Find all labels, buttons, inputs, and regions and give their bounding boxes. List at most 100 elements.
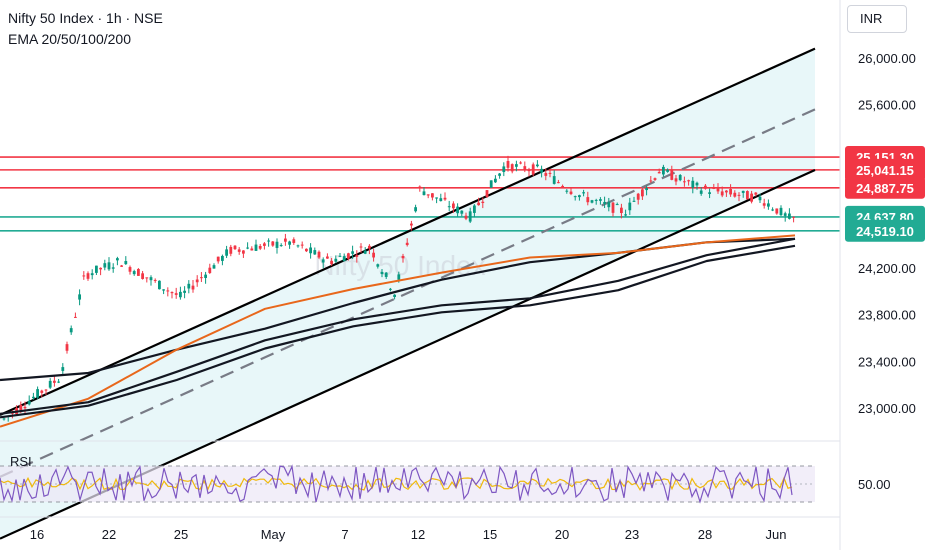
candle-body [498, 173, 501, 176]
candle-body [342, 256, 346, 262]
chart-title: Nifty 50 Index · 1h · NSE [8, 10, 163, 26]
candle-body [485, 190, 489, 197]
candle-body [82, 275, 86, 277]
candle-body [515, 164, 518, 167]
candle-body [645, 188, 648, 191]
candle-body [653, 178, 657, 180]
candle-body [405, 242, 409, 246]
candle-body [40, 390, 44, 393]
candle-body [447, 206, 451, 208]
x-tick-label: May [261, 527, 286, 542]
candle-body [481, 201, 485, 204]
candle-body [754, 192, 758, 195]
candle-body [649, 180, 653, 182]
candle-body [687, 180, 690, 182]
channel-middle-line [0, 108, 816, 478]
candle-body [48, 380, 52, 388]
candle-body [204, 274, 207, 278]
candle-body [788, 213, 791, 219]
candle-body [53, 380, 56, 383]
candle-body [506, 161, 510, 168]
candle-body [620, 207, 623, 214]
candle-body [90, 273, 94, 276]
candle-body [376, 264, 380, 267]
candle-body [426, 194, 430, 196]
candle-body [221, 255, 224, 261]
price-label-2: 25,041.15 [856, 163, 914, 178]
candle-body [632, 200, 636, 202]
candle-body [628, 202, 632, 211]
candle-body [355, 255, 359, 257]
candle-body [557, 182, 560, 184]
candle-body [590, 200, 594, 203]
candle-body [746, 191, 749, 200]
candle-body [149, 277, 153, 281]
candle-body [246, 247, 249, 249]
candle-body [544, 173, 548, 176]
candle-body [195, 279, 199, 283]
candle-body [145, 277, 149, 279]
candle-body [313, 250, 317, 255]
x-tick-label: 15 [483, 527, 497, 542]
candle-body [494, 178, 497, 183]
candle-body [27, 401, 31, 405]
candle-body [36, 389, 39, 398]
candle-body [212, 265, 216, 269]
x-tick-label: 23 [625, 527, 639, 542]
candle-body [86, 273, 90, 279]
candle-body [431, 193, 434, 198]
candle-body [641, 189, 644, 197]
candle-body [758, 196, 762, 201]
candle-body [678, 175, 682, 181]
candle-body [384, 272, 388, 277]
candle-body [582, 192, 585, 194]
candle-body [418, 186, 422, 188]
candle-body [704, 185, 707, 189]
y-tick-label: 23,800.00 [858, 308, 916, 323]
candle-body [783, 213, 787, 216]
candle-body [216, 256, 220, 262]
candle-body [111, 267, 115, 269]
candle-body [263, 243, 266, 246]
price-label-box-5 [845, 219, 925, 242]
candle-body [502, 166, 506, 173]
candle-body [267, 240, 270, 242]
candle-body [607, 202, 611, 208]
candle-body [334, 258, 338, 262]
candle-body [103, 263, 107, 268]
candle-body [435, 197, 438, 199]
x-tick-label: 12 [411, 527, 425, 542]
price-label-box-2 [845, 158, 925, 181]
rsi-ma-line [0, 476, 793, 491]
candle-body [578, 195, 581, 198]
candle-body [258, 246, 262, 249]
currency-button[interactable]: INR [847, 5, 907, 33]
candle-body [57, 381, 60, 383]
candle-body [120, 265, 123, 267]
candle-body [271, 241, 275, 246]
candle-body [531, 164, 535, 175]
candle-body [99, 267, 102, 270]
candle-body [351, 251, 354, 254]
candle-body [208, 267, 212, 273]
candle-body [296, 245, 300, 247]
candle-body [527, 169, 531, 172]
candle-body [775, 208, 779, 214]
x-tick-label: 25 [174, 527, 188, 542]
candle-body [242, 250, 245, 254]
candle-body [683, 181, 686, 183]
candle-body [330, 260, 333, 265]
candle-body [309, 247, 312, 254]
candle-body [162, 289, 165, 291]
candle-body [410, 223, 413, 226]
candle-body [187, 283, 191, 289]
channel-upper-line [0, 47, 816, 417]
candle-body [74, 316, 77, 318]
candle-body [191, 285, 195, 290]
indicator-label: EMA 20/50/100/200 [8, 31, 131, 47]
candle-body [657, 172, 661, 174]
candle-body [229, 246, 233, 254]
x-tick-label: 22 [102, 527, 116, 542]
candle-body [615, 204, 619, 206]
candle-body [422, 191, 426, 196]
